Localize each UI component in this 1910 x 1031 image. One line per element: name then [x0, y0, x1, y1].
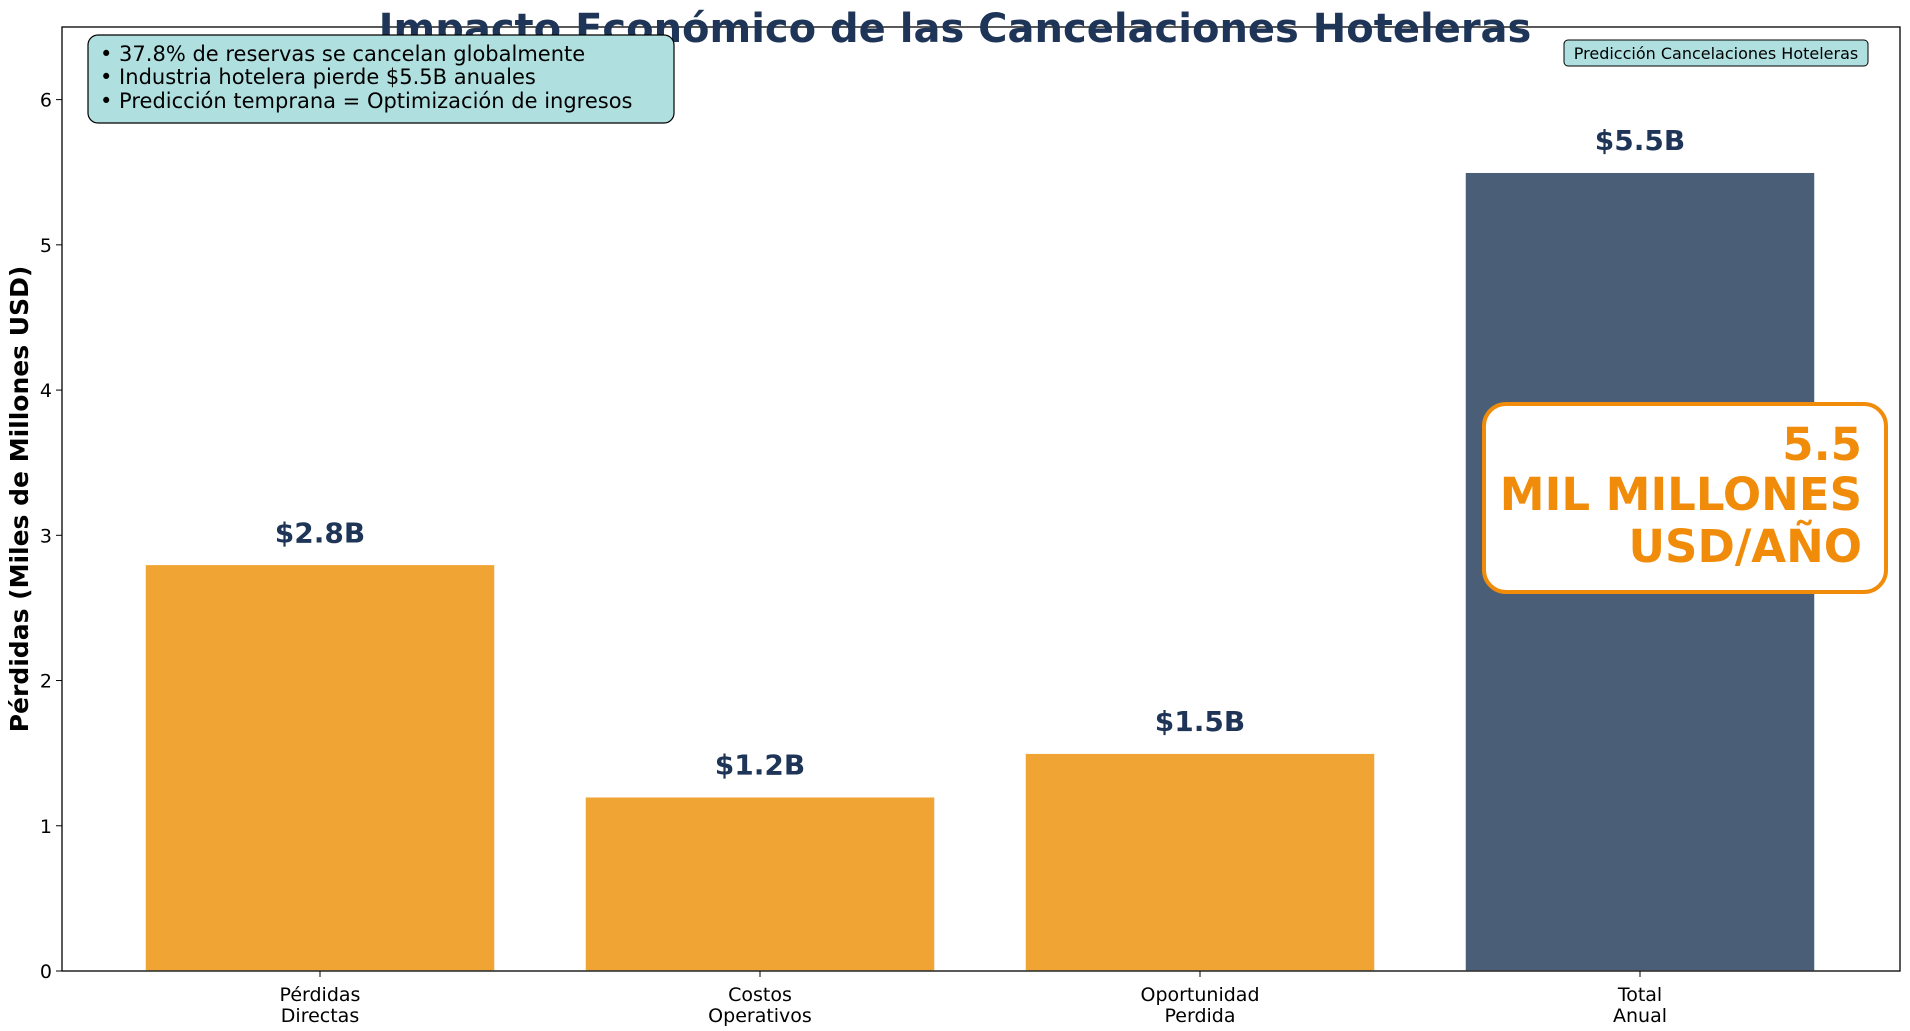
bar-1 — [144, 563, 496, 972]
bar-3 — [1024, 752, 1376, 972]
y-tick-label-5: 5 — [40, 235, 52, 257]
y-tick-label-6: 6 — [40, 90, 52, 112]
tag-box: Predicción Cancelaciones Hoteleras — [1563, 39, 1869, 67]
highlight-line-2: MIL MILLONES — [1500, 468, 1862, 521]
y-tick-label-1: 1 — [40, 816, 52, 838]
y-axis: 0 1 2 3 4 5 6 — [40, 90, 62, 983]
highlight-box: 5.5 MIL MILLONES USD/AÑO — [1482, 402, 1888, 594]
data-label-4: $5.5B — [1595, 124, 1685, 157]
x-tick-label-3-2: Perdida — [1165, 1005, 1236, 1027]
x-tick-label-4-2: Anual — [1613, 1005, 1667, 1027]
info-line-1: • 37.8% de reservas se cancelan globalme… — [100, 42, 585, 66]
highlight-line-3: USD/AÑO — [1629, 520, 1862, 573]
plot-frame — [61, 26, 1901, 972]
y-axis-title: Pérdidas (Miles de Millones USD) — [5, 266, 34, 733]
tag-text: Predicción Cancelaciones Hoteleras — [1574, 44, 1858, 63]
info-box: • 37.8% de reservas se cancelan globalme… — [87, 34, 675, 124]
x-tick-label-2-1: Costos — [728, 984, 792, 1006]
x-tick-label-1-2: Directas — [281, 1005, 359, 1027]
y-tick-label-0: 0 — [40, 961, 52, 983]
data-label-2: $1.2B — [715, 749, 805, 782]
bar-2 — [584, 795, 936, 972]
data-labels-layer: $2.8B $1.2B $1.5B $5.5B — [275, 124, 1685, 781]
x-tick-label-2-2: Operativos — [708, 1005, 812, 1027]
highlight-line-1: 5.5 — [1782, 418, 1862, 471]
x-tick-label-1-1: Pérdidas — [280, 984, 361, 1006]
y-tick-label-3: 3 — [40, 525, 52, 547]
data-label-1: $2.8B — [275, 516, 365, 549]
info-line-2: • Industria hotelera pierde $5.5B anuale… — [100, 65, 536, 89]
x-tick-label-4-1: Total — [1617, 984, 1662, 1006]
axes-layer — [61, 26, 1901, 972]
x-tick-label-3-1: Oportunidad — [1140, 984, 1259, 1006]
data-label-3: $1.5B — [1155, 705, 1245, 738]
info-line-3: • Predicción temprana = Optimización de … — [100, 89, 633, 113]
y-tick-label-4: 4 — [40, 380, 52, 402]
y-tick-label-2: 2 — [40, 671, 52, 693]
